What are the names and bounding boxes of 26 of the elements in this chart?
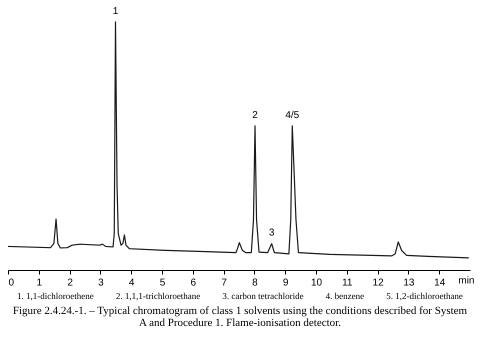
x-tick-label: 4 <box>128 278 135 288</box>
x-tick-label: 2 <box>67 278 74 288</box>
annotation: 3 <box>268 228 275 239</box>
x-tick-label: 6 <box>190 278 197 288</box>
text: 4. benzene <box>326 291 364 301</box>
x-tick-label: 12 <box>372 278 384 288</box>
annotation: 2 <box>252 110 258 121</box>
annotation: 4/5 <box>285 110 300 121</box>
x-tick-label: 3 <box>98 278 104 288</box>
x-tick-label: 0 <box>8 278 14 288</box>
text: 5. 1,2-dichloroethane <box>386 291 463 301</box>
x-tick-label: 1 <box>36 278 43 288</box>
x-tick-label: 13 <box>403 278 415 288</box>
x-axis-title: min <box>458 276 474 286</box>
text: 2. 1,1,1-trichloroethane <box>116 291 200 301</box>
x-tick-label: 9 <box>282 278 289 288</box>
x-tick-label: 7 <box>221 278 228 288</box>
x-tick-label: 14 <box>434 278 446 288</box>
x-tick-label: 10 <box>310 278 322 288</box>
text: 3. carbon tetrachloride <box>222 291 304 301</box>
text: 1. 1,1-dichloroethene <box>17 291 94 301</box>
annotation: 1 <box>112 6 119 17</box>
x-tick-label: 11 <box>342 278 353 288</box>
x-tick-label: 8 <box>252 278 258 288</box>
caption: Figure 2.4.24.-1. – Typical chromatogram of class 1 solvents using the conditions described for System A and Procedure 1. Flame-ionisation detector. <box>12 305 468 329</box>
x-tick-label: 5 <box>160 278 166 288</box>
